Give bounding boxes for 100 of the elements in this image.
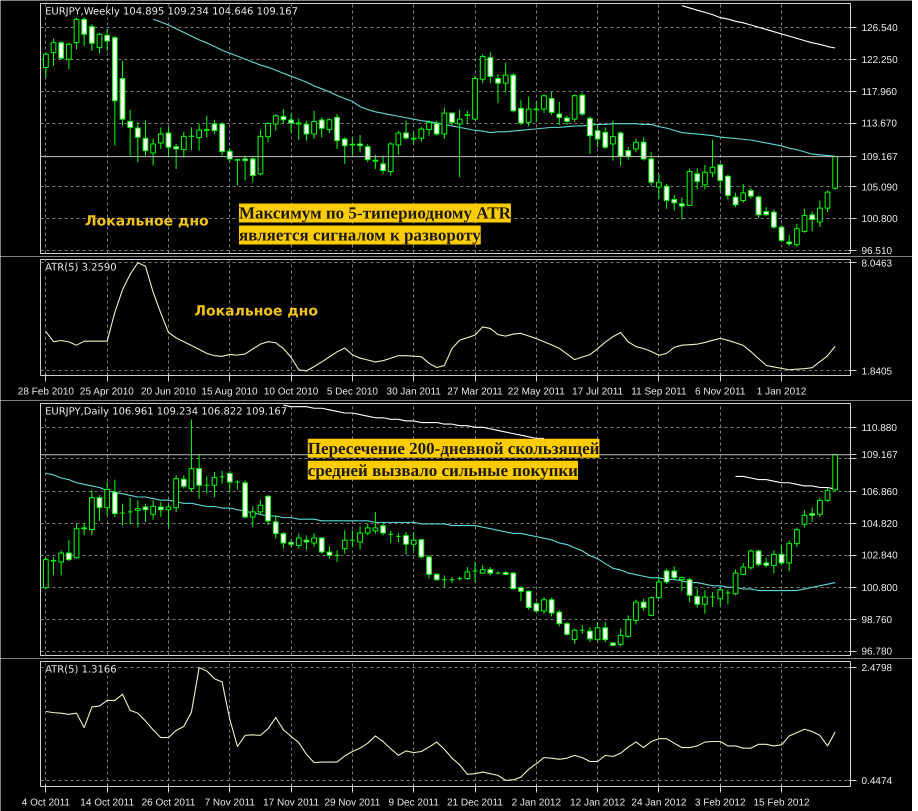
x-tick-label: 3 Feb 2012 (694, 798, 746, 808)
candlestick (464, 110, 470, 125)
candlestick (134, 500, 141, 528)
x-tick-label: 20 Jun 2010 (140, 386, 196, 398)
x-tick-label: 6 Nov 2011 (695, 386, 746, 398)
candlestick (533, 602, 540, 613)
y-tick-label: 96.780 (862, 646, 893, 658)
x-tick-label: 12 Jan 2012 (570, 798, 626, 808)
y-tick-label: 110.880 (862, 423, 898, 434)
candlestick (664, 568, 670, 584)
candlestick (487, 51, 494, 84)
y-tick-label: 105.090 (862, 182, 898, 194)
candlestick (702, 590, 708, 614)
y-tick-label: 2.4798 (862, 663, 893, 674)
candlestick (112, 479, 118, 518)
candlestick (104, 481, 110, 516)
candlestick (710, 591, 716, 608)
candlestick (441, 574, 448, 588)
line-series (681, 5, 836, 49)
annotation: Локальное дно (85, 214, 209, 230)
candlestick (725, 174, 731, 200)
x-tick-label: 11 Sep 2011 (631, 386, 687, 398)
candlestick (671, 566, 678, 581)
candlestick (480, 54, 486, 84)
candlestick (204, 476, 210, 494)
candlestick (548, 597, 555, 617)
candlestick (802, 510, 808, 528)
x-tick-label: 27 Mar 2011 (447, 386, 504, 398)
y-tick-label: 8.0463 (862, 258, 893, 270)
candlestick (802, 208, 808, 234)
candlestick (824, 487, 830, 502)
x-tick-label: 2 Jan 2012 (512, 798, 562, 808)
candlestick (526, 590, 532, 610)
y-tick-label: 122.250 (862, 55, 898, 66)
x-tick-label: 1 Jan 2012 (756, 386, 807, 398)
candlestick (250, 156, 256, 183)
annotation: Максимум по 5-типериодному ATR является сигналом к развороту (238, 204, 512, 244)
x-tick-label: 21 Dec 2011 (447, 798, 504, 808)
candlestick (265, 122, 271, 143)
x-tick-label: 29 Nov 2011 (324, 798, 381, 808)
candlestick (58, 550, 64, 576)
y-tick-label: 106.860 (862, 486, 898, 498)
candlestick (50, 38, 56, 66)
candlestick (104, 28, 110, 52)
candlestick (502, 62, 509, 93)
candlestick (120, 503, 126, 526)
y-tick-label: 102.840 (862, 550, 898, 562)
y-tick-label: 117.960 (862, 86, 898, 98)
candlestick (824, 190, 830, 213)
candlestick (786, 540, 792, 572)
candlestick (418, 126, 424, 142)
x-tick-label: 15 Feb 2012 (753, 798, 810, 808)
candlestick (58, 40, 64, 60)
candlestick (556, 610, 562, 627)
candlestick (296, 533, 302, 550)
chart-title: EURJPY,Daily 106.961 109.234 106.822 109.167 (45, 406, 288, 418)
y-tick-label: 126.540 (862, 23, 898, 34)
candlestick (602, 126, 608, 150)
candlestick (196, 124, 202, 152)
candlestick (763, 557, 770, 568)
candlestick (364, 523, 371, 536)
x-tick-label: 5 Dec 2010 (326, 386, 378, 398)
candlestick (732, 569, 738, 596)
candlestick (388, 530, 394, 544)
candlestick (556, 101, 562, 126)
candlestick (250, 506, 256, 528)
candlestick (234, 480, 240, 490)
candlestick (326, 546, 332, 560)
candlestick (541, 596, 547, 614)
candlestick (296, 118, 302, 140)
candlestick (694, 588, 700, 608)
candlestick (180, 131, 187, 158)
candlestick (410, 132, 417, 145)
candlestick (410, 532, 417, 552)
candlestick (272, 114, 279, 132)
candlestick (350, 530, 356, 548)
candlestick (794, 527, 800, 548)
candlestick (740, 562, 746, 576)
candlestick (403, 532, 409, 555)
candlestick (770, 208, 777, 230)
chart-title: EURJPY,Weekly 104.895 109.234 104.646 109.167 (45, 6, 298, 18)
candlestick (280, 108, 286, 125)
candlestick (671, 194, 678, 211)
annotation: Пересечение 200-дневной скользящей средней вызвало сильные покупки (308, 438, 600, 480)
candlestick (66, 540, 72, 562)
candlestick (518, 586, 524, 602)
candlestick (127, 497, 134, 525)
candlestick (188, 419, 194, 492)
candlestick (579, 92, 586, 116)
candlestick (173, 144, 180, 170)
y-tick-label: 1.8405 (862, 366, 893, 378)
candlestick (602, 622, 608, 643)
candlestick (786, 234, 792, 247)
candlestick (526, 96, 532, 127)
candlestick (142, 120, 148, 156)
candlestick (357, 526, 363, 550)
candlestick (717, 163, 724, 192)
candlestick (219, 470, 225, 484)
x-tick-label: 22 May 2011 (508, 386, 566, 398)
candlestick (418, 538, 424, 560)
